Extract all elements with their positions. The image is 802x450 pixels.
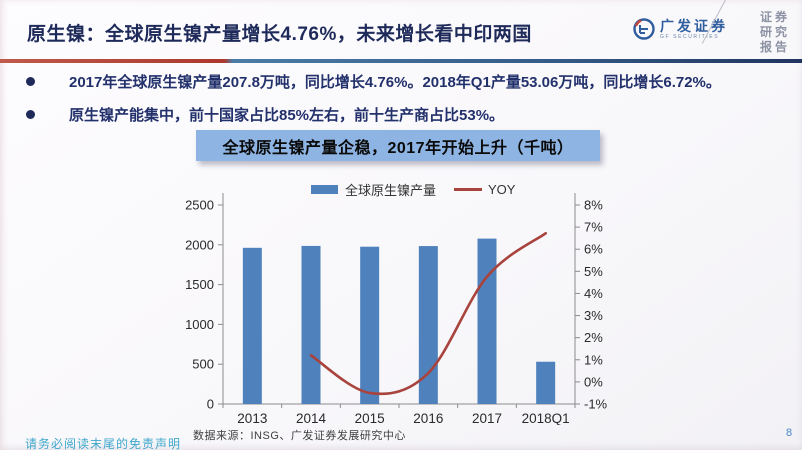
- left-axis-tick-label: 1500: [185, 277, 214, 292]
- production-bar-2013: [242, 247, 262, 404]
- logo-text: 广发证券 GF SECURITIES: [660, 19, 728, 40]
- data-source-note: 数据来源：INSG、广发证券发展研究中心: [193, 430, 406, 442]
- right-axis-tick-label: 3%: [584, 308, 603, 323]
- bullet-item: 2017年全球原生镍产量207.8万吨，同比增长4.76%。2018年Q1产量5…: [20, 72, 788, 93]
- chart-legend: 全球原生镍产量 YOY: [311, 180, 515, 199]
- chart-title-banner: 全球原生镍产量企稳，2017年开始上升（千吨）: [196, 130, 600, 161]
- production-bar-2018Q1: [536, 361, 556, 404]
- legend-line-label: YOY: [488, 182, 516, 197]
- page-number: 8: [786, 427, 793, 439]
- yoy-line: [309, 232, 547, 396]
- production-bar-2016: [418, 246, 438, 404]
- x-axis-category-label: 2013: [237, 411, 267, 425]
- left-axis-tick-label: 0: [207, 397, 214, 412]
- right-axis-tick-label: 0%: [584, 374, 603, 389]
- page-title: 原生镍：全球原生镍产量增长4.76%，未来增长看中印两国: [27, 24, 532, 45]
- right-axis-tick-label: 4%: [584, 286, 603, 301]
- left-axis-tick-label: 500: [192, 357, 214, 372]
- production-yoy-chart: 0 500 1000 1500 2000 2500 -1% 0% 1% 2% 3% 4% 5% 6% 7% 8…: [185, 193, 608, 425]
- right-axis-tick-label: 5%: [584, 264, 603, 279]
- left-axis-tick-label: 2000: [185, 237, 214, 252]
- bullet-dot-icon: [26, 110, 35, 119]
- right-axis-tick-label: 8%: [584, 198, 603, 213]
- right-axis-tick-label: -1%: [584, 397, 608, 412]
- bullet-text: 2017年全球原生镍产量207.8万吨，同比增长4.76%。2018年Q1产量5…: [69, 74, 721, 91]
- report-type-line: 研究: [760, 25, 791, 39]
- x-axis-category-label: 2018Q1: [522, 411, 570, 425]
- production-bar-2014: [301, 245, 321, 404]
- production-bar-2015: [360, 246, 380, 404]
- legend-line-swatch: [454, 188, 483, 191]
- left-axis-tick-label: 2500: [185, 198, 214, 213]
- x-axis-category-label: 2016: [413, 411, 443, 425]
- x-axis-category-label: 2015: [355, 411, 385, 425]
- bullet-item: 原生镍产能集中，前十国家占比85%左右，前十生产商占比53%。: [20, 105, 788, 126]
- right-axis-tick-label: 1%: [584, 352, 603, 367]
- bullet-list: 2017年全球原生镍产量207.8万吨，同比增长4.76%。2018年Q1产量5…: [20, 72, 788, 138]
- bullet-dot-icon: [26, 77, 35, 86]
- production-bar-2017: [477, 238, 497, 404]
- x-axis-category-label: 2017: [472, 411, 502, 425]
- report-type-line: 报告: [760, 40, 791, 54]
- report-type-label: 证券 研究 报告: [760, 10, 790, 55]
- report-type-line: 证券: [760, 10, 791, 24]
- bullet-text: 原生镍产能集中，前十国家占比85%左右，前十生产商占比53%。: [69, 107, 505, 124]
- header-divider-bar: [0, 59, 802, 63]
- legend-bar-label: 全球原生镍产量: [345, 183, 437, 198]
- right-axis-tick-label: 6%: [584, 242, 603, 257]
- logo-name-en: GF SECURITIES: [660, 33, 720, 40]
- right-axis-tick-label: 2%: [584, 330, 603, 345]
- disclaimer-note: 请务必阅读末尾的免责声明: [25, 437, 182, 450]
- logo-name-cn: 广发证券: [660, 17, 728, 34]
- legend-bar-swatch: [311, 185, 338, 194]
- gf-logo-icon: [633, 18, 655, 40]
- left-axis-tick-label: 1000: [185, 317, 214, 332]
- x-axis-category-label: 2014: [296, 411, 327, 425]
- right-axis-tick-label: 7%: [584, 220, 603, 235]
